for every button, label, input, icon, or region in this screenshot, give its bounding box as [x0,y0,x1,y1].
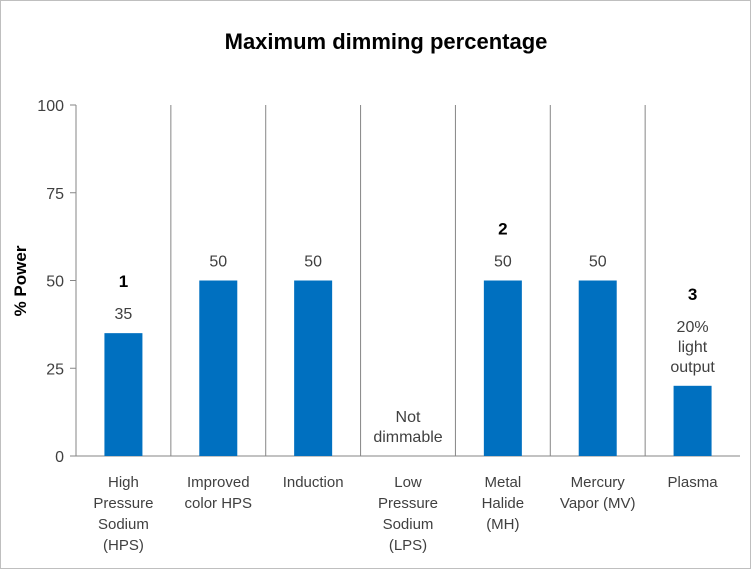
data-label: 50 [494,254,512,271]
category-label: Mercury [571,474,626,491]
y-axis: 0 25 50 75 100 [37,98,76,466]
category-label: Induction [283,474,344,491]
bars [104,280,712,456]
category-label: Sodium [98,516,149,533]
data-label: 50 [589,254,607,271]
data-label: output [670,359,715,376]
data-label: 50 [209,254,227,271]
category-label: color HPS [185,495,253,512]
data-label: light [678,339,708,356]
y-axis-title: % Power [11,245,30,316]
category-label: Metal [485,474,522,491]
markers: 1 2 3 [119,220,698,304]
data-label: 20% [677,319,709,336]
category-label: (MH) [486,516,519,533]
data-label: 50 [304,254,322,271]
chart-title: Maximum dimming percentage [225,29,548,54]
bar [104,333,143,456]
category-label: (LPS) [389,537,427,554]
category-label: (HPS) [103,537,144,554]
y-tick-label: 50 [46,274,64,291]
y-tick-label: 25 [46,361,64,378]
plot-area [75,105,740,457]
bar [578,280,617,456]
data-label: 35 [115,306,133,323]
bar [294,280,333,456]
bar [673,385,712,456]
category-label: Sodium [383,516,434,533]
data-label: dimmable [373,429,442,446]
category-label: High [108,474,139,491]
category-label: Pressure [378,495,438,512]
category-label: Plasma [668,474,719,491]
category-label: Low [394,474,422,491]
data-label: Not [396,409,421,426]
category-label: Pressure [93,495,153,512]
category-label: Vapor (MV) [560,495,636,512]
footnote-marker: 1 [119,272,128,291]
footnote-marker: 2 [498,220,507,239]
y-tick-label: 100 [37,98,64,115]
y-tick-label: 0 [55,449,64,466]
bar [483,280,522,456]
x-axis-categories: High Pressure Sodium (HPS) Improved color HPS… [93,474,718,554]
category-label: Improved [187,474,250,491]
bar [199,280,238,456]
category-label: Halide [482,495,525,512]
data-labels: 35 50 50 Not dimmable 50 50 20% light output [115,254,716,447]
footnote-marker: 3 [688,285,697,304]
y-tick-label: 75 [46,186,64,203]
